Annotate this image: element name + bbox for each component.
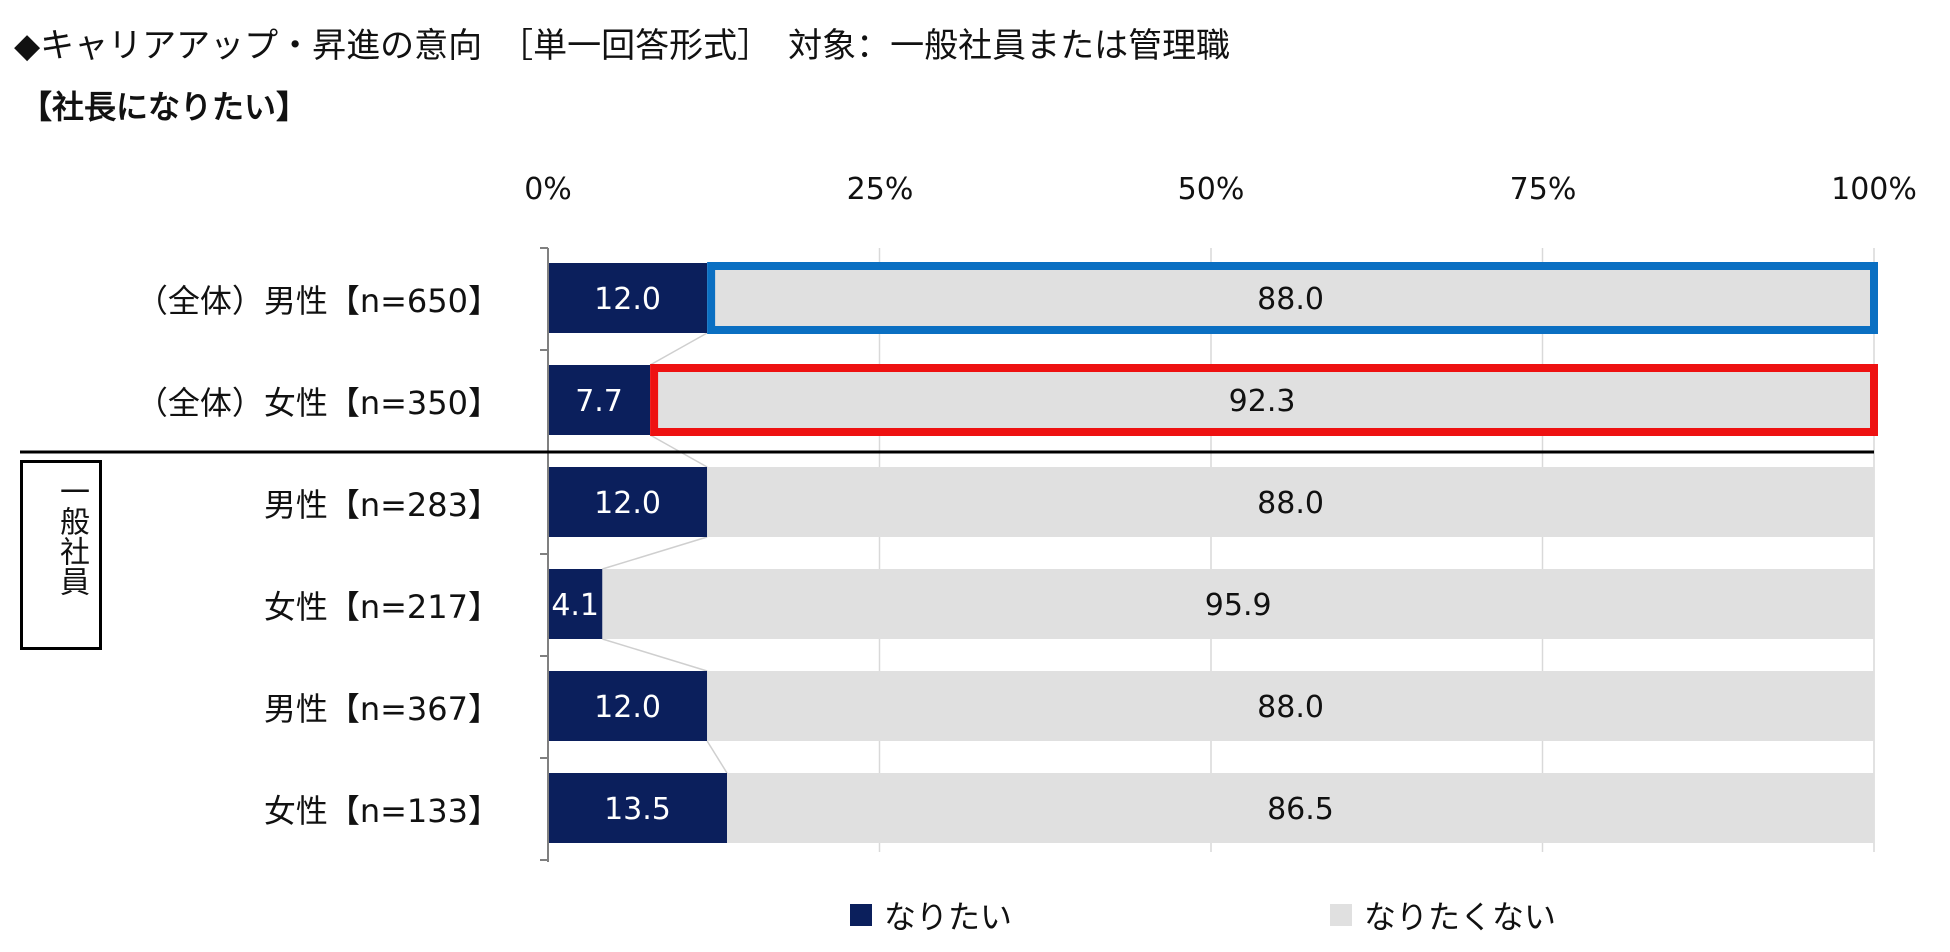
x-tick-label-4: 100%: [1831, 172, 1917, 207]
group-label: 一般社員: [54, 476, 89, 596]
data-label-0-0: 12.0: [594, 282, 661, 317]
data-label-0-5: 13.5: [604, 792, 671, 827]
legend-swatch-1: [1330, 904, 1352, 926]
bar-want-0: [548, 263, 708, 333]
chart-title: ◆キャリアアップ・昇進の意向 ［単一回答形式］ 対象：一般社員または管理職: [14, 26, 1231, 66]
connector-line-3: [602, 638, 708, 672]
x-tick-label-0: 0%: [524, 172, 572, 207]
connector-line-4: [706, 740, 728, 774]
bar-not-want-5: [727, 773, 1874, 843]
group-box: [20, 460, 102, 650]
connector-line-2: [602, 536, 708, 570]
bar-want-2: [548, 467, 708, 537]
x-tick-label-3: 75%: [1509, 172, 1577, 207]
data-label-0-2: 12.0: [594, 486, 661, 521]
connector-line-0: [649, 332, 708, 366]
bar-not-want-0: [707, 263, 1874, 333]
x-tick-label-1: 25%: [846, 172, 914, 207]
row-label-3: 女性【n=217】: [263, 588, 500, 626]
row-label-1: （全体）女性【n=350】: [135, 384, 500, 422]
bar-not-want-1: [650, 365, 1874, 435]
row-label-0: （全体）男性【n=650】: [135, 282, 500, 320]
data-label-1-0: 88.0: [1257, 282, 1324, 317]
data-label-1-1: 92.3: [1229, 384, 1296, 419]
chart-subtitle: 【社長になりたい】: [20, 88, 309, 126]
bar-not-want-2: [707, 467, 1874, 537]
row-label-5: 女性【n=133】: [263, 792, 500, 830]
bar-want-4: [548, 671, 708, 741]
bar-want-3: [548, 569, 603, 639]
legend-item-1: なりたくない: [1330, 892, 1556, 938]
legend-label-1: なりたくない: [1364, 898, 1557, 936]
data-label-0-1: 7.7: [575, 384, 623, 419]
data-label-1-3: 95.9: [1205, 588, 1272, 623]
highlight-box-0: [707, 262, 1878, 334]
data-label-0-3: 4.1: [551, 588, 599, 623]
data-label-1-5: 86.5: [1267, 792, 1334, 827]
data-label-1-4: 88.0: [1257, 690, 1324, 725]
highlight-box-1: [650, 364, 1878, 436]
legend-label-0: なりたい: [884, 898, 1013, 936]
bar-not-want-3: [602, 569, 1875, 639]
bar-want-1: [548, 365, 651, 435]
legend-item-0: なりたい: [850, 892, 1012, 938]
x-tick-label-2: 50%: [1177, 172, 1245, 207]
data-label-1-2: 88.0: [1257, 486, 1324, 521]
legend-swatch-0: [850, 904, 872, 926]
data-label-0-4: 12.0: [594, 690, 661, 725]
bar-want-5: [548, 773, 728, 843]
bar-not-want-4: [707, 671, 1874, 741]
row-label-2: 男性【n=283】: [263, 486, 500, 524]
row-label-4: 男性【n=367】: [263, 690, 500, 728]
